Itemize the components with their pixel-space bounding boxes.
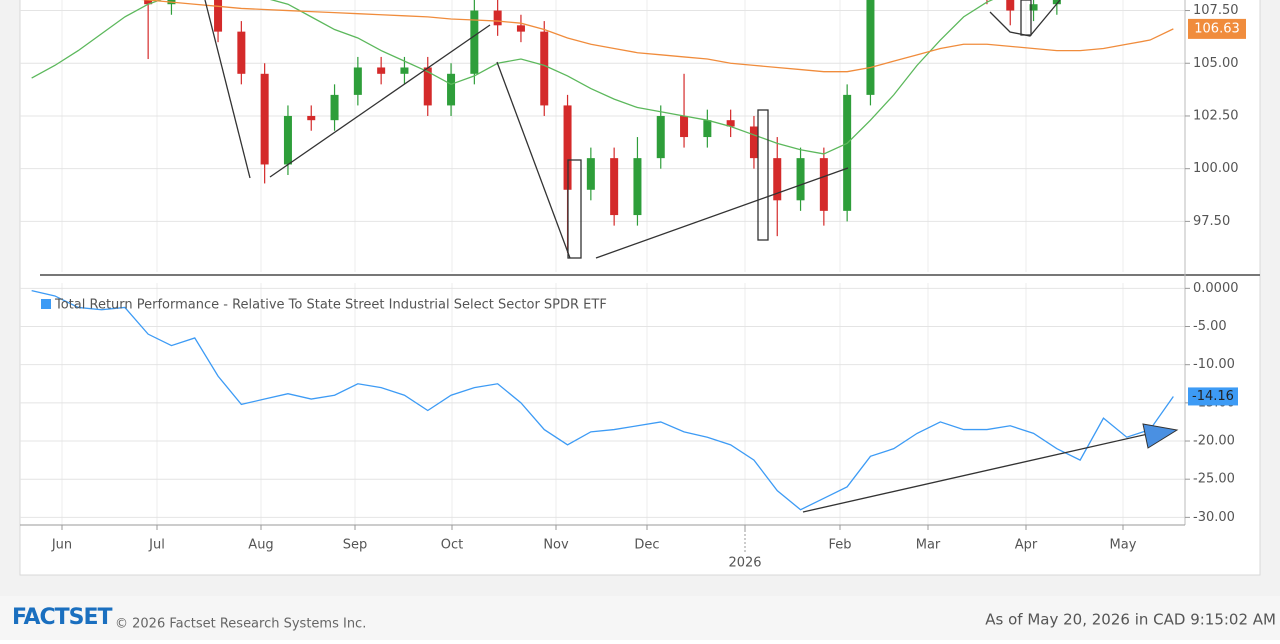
y-tick-label: -25.00 [1193, 472, 1235, 487]
candle-body [1006, 0, 1015, 11]
performance-panel [31, 290, 1174, 511]
candle-body [470, 10, 479, 74]
y-tick-label: -30.00 [1193, 510, 1235, 525]
legend-swatch [41, 299, 51, 309]
candle-body [1052, 0, 1061, 5]
trendline [269, 24, 491, 178]
candle-body [540, 31, 549, 106]
candle-body [796, 158, 805, 201]
trendline [595, 167, 849, 259]
x-tick-label: Oct [441, 538, 463, 553]
y-tick-label: 107.50 [1193, 3, 1239, 18]
x-tick-label: May [1110, 538, 1137, 553]
candle-body [819, 158, 828, 211]
x-tick-label: Aug [248, 538, 273, 553]
last-value-label: 106.63 [1194, 21, 1240, 36]
last-value-badge [1188, 18, 1246, 39]
y-tick-label: 0.0000 [1193, 281, 1239, 296]
candle-body [866, 0, 875, 95]
x-tick-label: Jul [148, 538, 165, 553]
chart-card [19, 0, 1261, 576]
performance-line [31, 290, 1174, 511]
candle-body [633, 158, 642, 216]
x-tick-label: Jun [51, 538, 72, 553]
candle-body [447, 73, 456, 106]
candle-body [400, 67, 409, 74]
highlight-box [1020, 0, 1032, 36]
y-tick-label: -10.00 [1193, 357, 1235, 372]
candle-body [516, 25, 525, 32]
x-tick-label: Mar [916, 538, 941, 553]
candle-body [773, 158, 782, 201]
bottom-grid [20, 283, 1185, 525]
price-panel [31, 0, 1174, 254]
candle-body [493, 10, 502, 26]
y-tick-label: 105.00 [1193, 56, 1239, 71]
x-tick-label: Sep [343, 538, 368, 553]
highlight-box [757, 109, 769, 241]
last-value-badge [1188, 387, 1238, 406]
candle-body [656, 115, 665, 159]
candle-body [680, 115, 689, 138]
candle-body [1029, 4, 1038, 11]
candle-body [703, 120, 712, 138]
candle-body [749, 126, 758, 159]
trendline [204, 0, 251, 179]
x-tick-label: Nov [543, 538, 569, 553]
candle-body [843, 94, 852, 211]
legend-label: Total Return Performance - Relative To S… [54, 298, 607, 313]
as-of: As of May 20, 2026 in CAD 9:15:02 AM [985, 611, 1276, 629]
y-tick-label: 97.50 [1193, 214, 1230, 229]
top-grid [20, 0, 1185, 272]
y-tick-label: 100.00 [1193, 161, 1239, 176]
trendline [496, 61, 571, 259]
trendline [989, 0, 1061, 37]
candle-body [214, 0, 223, 32]
candle-body [260, 73, 269, 165]
x-tick-label: Dec [634, 538, 659, 553]
trendline [802, 428, 1171, 513]
candle-body [144, 0, 153, 5]
candle-body [563, 105, 572, 190]
annotations [204, 0, 1179, 513]
candle-body [283, 115, 292, 165]
candle-body [307, 115, 316, 121]
candle-body [330, 94, 339, 121]
brand-logo: FACTSET [12, 605, 113, 630]
candle-body [726, 120, 735, 127]
candle-body [423, 67, 432, 106]
arrow-head [1142, 423, 1179, 449]
candle-body [586, 158, 595, 190]
last-value-label: -14.16 [1192, 389, 1234, 404]
y-tick-label: -20.00 [1193, 434, 1235, 449]
y-tick-label: -5.00 [1193, 319, 1227, 334]
footer-strip [0, 596, 1280, 640]
year-label: 2026 [728, 556, 761, 571]
highlight-box [567, 159, 582, 259]
candle-body [353, 67, 362, 95]
moving-average [31, 0, 994, 155]
candle-body [237, 31, 246, 74]
copyright: © 2026 Factset Research Systems Inc. [115, 617, 366, 632]
candle-body [377, 67, 386, 74]
candle-body [610, 158, 619, 216]
moving-average [140, 0, 1174, 73]
x-tick-label: Feb [828, 538, 851, 553]
x-tick-label: Apr [1015, 538, 1038, 553]
y-tick-label: 102.50 [1193, 108, 1239, 123]
